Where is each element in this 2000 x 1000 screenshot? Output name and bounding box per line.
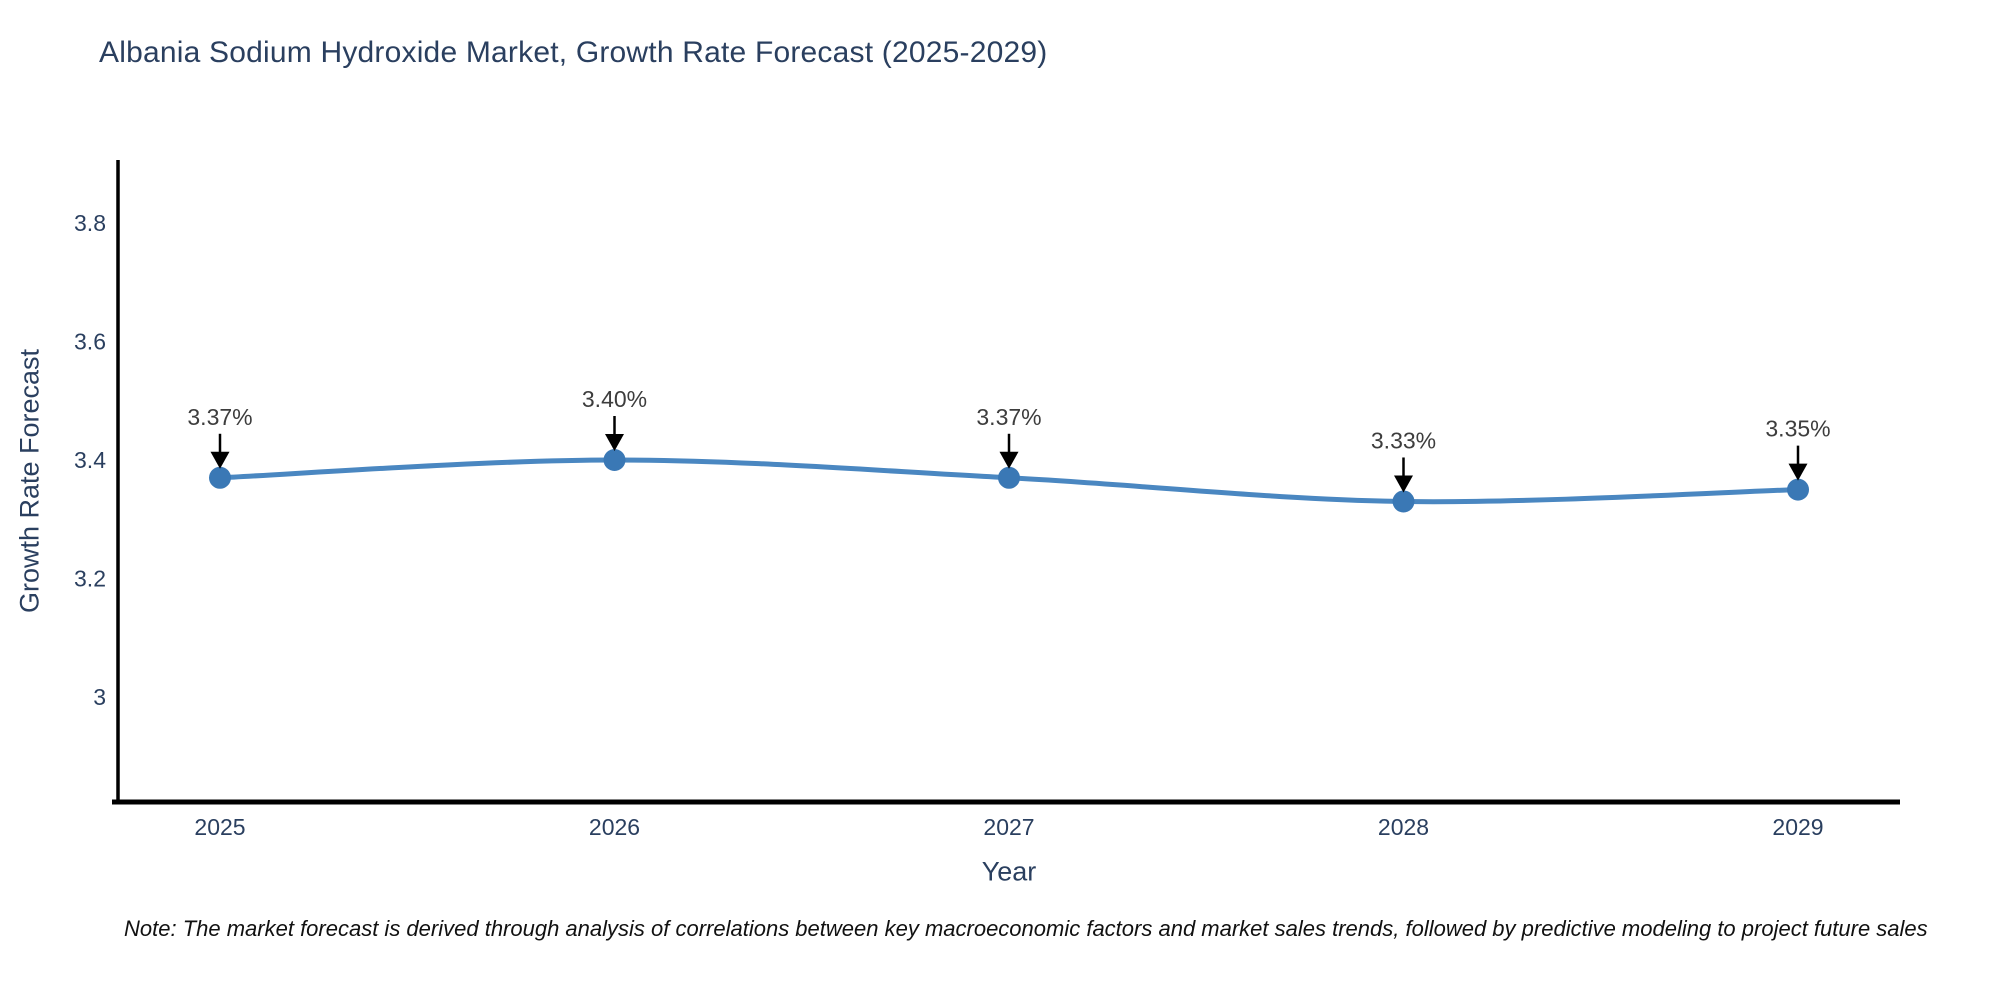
point-value-label: 3.37%	[976, 404, 1041, 430]
y-tick-label: 3.6	[74, 329, 106, 355]
y-tick-label: 3	[93, 684, 106, 710]
point-value-label: 3.40%	[582, 386, 647, 412]
y-tick-label: 3.2	[74, 566, 106, 592]
data-point-marker[interactable]	[1392, 490, 1415, 513]
annotation-arrow-head	[999, 451, 1019, 469]
x-tick-label: 2027	[983, 814, 1034, 840]
y-tick-label: 3.8	[74, 210, 106, 236]
point-value-label: 3.37%	[187, 404, 252, 430]
x-tick-label: 2025	[194, 814, 245, 840]
x-tick-label: 2029	[1772, 814, 1823, 840]
footnote: Note: The market forecast is derived thr…	[124, 916, 1928, 941]
data-point-marker[interactable]	[603, 449, 626, 471]
data-point-marker[interactable]	[998, 466, 1020, 489]
annotation-arrow-head	[1394, 475, 1413, 493]
y-tick-label: 3.4	[74, 447, 106, 473]
point-value-label: 3.35%	[1765, 416, 1830, 442]
x-axis-title: Year	[981, 856, 1037, 887]
x-tick-label: 2026	[589, 814, 640, 840]
annotation-arrow-head	[605, 434, 624, 451]
data-point-marker[interactable]	[1787, 478, 1809, 501]
x-tick-label: 2028	[1378, 814, 1429, 840]
data-point-marker[interactable]	[209, 466, 231, 489]
point-value-label: 3.33%	[1371, 427, 1436, 453]
annotation-arrow-head	[1788, 463, 1808, 481]
annotation-arrow-head	[210, 451, 230, 469]
chart-title: Albania Sodium Hydroxide Market, Growth …	[99, 36, 1048, 69]
